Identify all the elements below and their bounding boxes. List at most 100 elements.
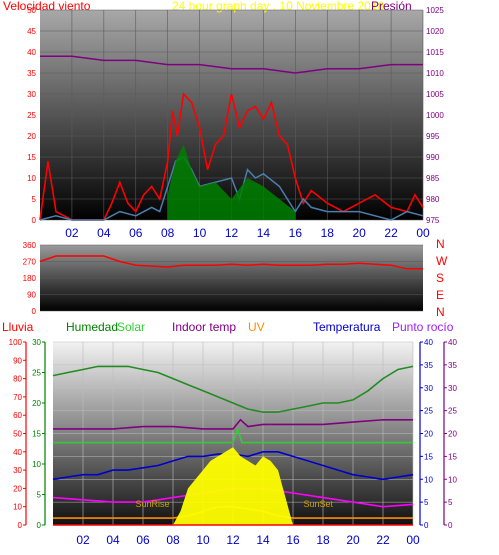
- plot3-axis-label: 35: [424, 361, 433, 370]
- plot2-left-tick: 270: [23, 258, 37, 267]
- plot1-series-area: [167, 144, 296, 220]
- plot1-right-tick: 985: [426, 174, 440, 183]
- legend-solar: Solar: [117, 320, 145, 334]
- plot2-direction-letter: W: [436, 254, 448, 268]
- plot1-x-tick: 14: [257, 226, 271, 240]
- plot3-axis-label: 0: [18, 521, 23, 530]
- plot3-axis-label: 35: [448, 361, 457, 370]
- sunrise-annotation: SunRise: [136, 499, 170, 509]
- plot3-axis-label: 10: [424, 475, 433, 484]
- plot3-axis-label: 50: [13, 430, 22, 439]
- plot1-x-tick: 10: [193, 226, 207, 240]
- plot3-axis-label: 70: [13, 393, 22, 402]
- plot3-x-tick: 18: [316, 533, 330, 547]
- plot3-axis-label: 20: [32, 399, 41, 408]
- plot3-axis-label: 100: [9, 338, 23, 347]
- plot3-axis-label: 25: [448, 407, 457, 416]
- plot2-series-line: [39, 255, 423, 270]
- plot3-axis-label: 15: [424, 452, 433, 461]
- plot3-axis-label: 0: [37, 521, 42, 530]
- plot1-left-tick: 10: [27, 174, 36, 183]
- plot1-left-tick: 35: [27, 69, 36, 78]
- legend-humedad: Humedad: [66, 320, 118, 334]
- plot3-x-tick: 00: [406, 533, 420, 547]
- plot3-series-line: [52, 365, 414, 413]
- plot1-x-tick: 18: [321, 226, 335, 240]
- plot3-axis-label: 80: [13, 375, 22, 384]
- plot3-axis-label: 20: [424, 430, 433, 439]
- plot1-left-tick: 50: [27, 6, 36, 15]
- plot1-left-tick: 40: [27, 48, 36, 57]
- plot2-direction-letter: S: [436, 271, 444, 285]
- plot3-axis-label: 40: [424, 338, 433, 347]
- plot1-x-tick: 16: [289, 226, 303, 240]
- plot1-x-tick: 06: [129, 226, 143, 240]
- plot2-direction-letter: N: [436, 305, 445, 319]
- plot3-axis-label: 10: [13, 503, 22, 512]
- plot2-left-tick: 90: [27, 291, 36, 300]
- plot1-right-tick: 990: [426, 153, 440, 162]
- plot3-axis-label: 30: [32, 338, 41, 347]
- chart-title: 24 hour graph day . 10 Noviembre 2018: [172, 0, 384, 13]
- plot3-axis-label: 40: [448, 338, 457, 347]
- plot1-right-tick: 995: [426, 132, 440, 141]
- plot1-x-tick: 20: [352, 226, 366, 240]
- plot1-right-tick: 1025: [426, 6, 444, 15]
- plot1-x-tick: 12: [225, 226, 239, 240]
- plot2-left-tick: 0: [32, 307, 37, 316]
- plot3-axis-label: 20: [448, 430, 457, 439]
- plot1-left-tick: 20: [27, 132, 36, 141]
- plot1-x-tick: 00: [416, 226, 430, 240]
- plot3-x-tick: 14: [256, 533, 270, 547]
- plot3-axis-label: 0: [424, 521, 429, 530]
- plot1-series-line: [39, 156, 424, 221]
- plot3-series-line: [53, 426, 413, 444]
- plot2-direction-letter: N: [436, 237, 445, 251]
- wind-speed-label: Velocidad viento: [3, 0, 91, 13]
- sunset-annotation: SunSet: [304, 499, 334, 509]
- plot3-axis-label: 5: [37, 491, 42, 500]
- plot3-axis-label: 0: [448, 521, 453, 530]
- plot3-axis-label: 30: [424, 384, 433, 393]
- plot1-x-tick: 02: [65, 226, 79, 240]
- plot3-axis-label: 5: [448, 498, 453, 507]
- plot3-x-tick: 06: [136, 533, 150, 547]
- plot1-left-tick: 15: [27, 153, 36, 162]
- plot3-series-line: [53, 418, 413, 430]
- plot1-x-tick: 08: [161, 226, 175, 240]
- plot3-axis-label: 20: [13, 484, 22, 493]
- plot1-left-tick: 5: [32, 195, 37, 204]
- plot1-left-tick: 30: [27, 90, 36, 99]
- plot3-x-tick: 04: [106, 533, 120, 547]
- plot1-right-tick: 1010: [426, 69, 444, 78]
- plot1-right-tick: 1015: [426, 48, 444, 57]
- legend-punto-rocio: Punto rocío: [392, 320, 454, 334]
- plot1-series-line: [40, 55, 423, 74]
- plot3-x-tick: 10: [196, 533, 210, 547]
- plot3-axis-label: 30: [448, 384, 457, 393]
- plot3-axis-label: 10: [32, 460, 41, 469]
- plot1-right-tick: 1020: [426, 27, 444, 36]
- plot3-x-tick: 16: [286, 533, 300, 547]
- plot1-right-tick: 975: [426, 216, 440, 225]
- plot1-x-tick: 22: [384, 226, 398, 240]
- plot1-right-tick: 1000: [426, 111, 444, 120]
- plot3-axis-label: 10: [448, 475, 457, 484]
- plot3-x-tick: 20: [346, 533, 360, 547]
- plot3-axis-label: 5: [424, 498, 429, 507]
- plot3-axis-label: 15: [32, 430, 41, 439]
- plot1-x-tick: 04: [97, 226, 111, 240]
- plot3-x-tick: 02: [76, 533, 90, 547]
- plot1-series-line: [39, 92, 424, 221]
- plot3-axis-label: 90: [13, 356, 22, 365]
- legend-lluvia: Lluvia: [2, 320, 34, 334]
- plot3-axis-label: 25: [424, 407, 433, 416]
- plot1-right-tick: 980: [426, 195, 440, 204]
- plot3-axis-label: 30: [13, 466, 22, 475]
- plot2-direction-letter: E: [436, 288, 444, 302]
- plot3-axis-label: 60: [13, 411, 22, 420]
- chart-marks: 0510152025303540455097598098599099510001…: [9, 6, 458, 547]
- plot2-left-tick: 360: [23, 241, 37, 250]
- plot3-axis-label: 25: [32, 369, 41, 378]
